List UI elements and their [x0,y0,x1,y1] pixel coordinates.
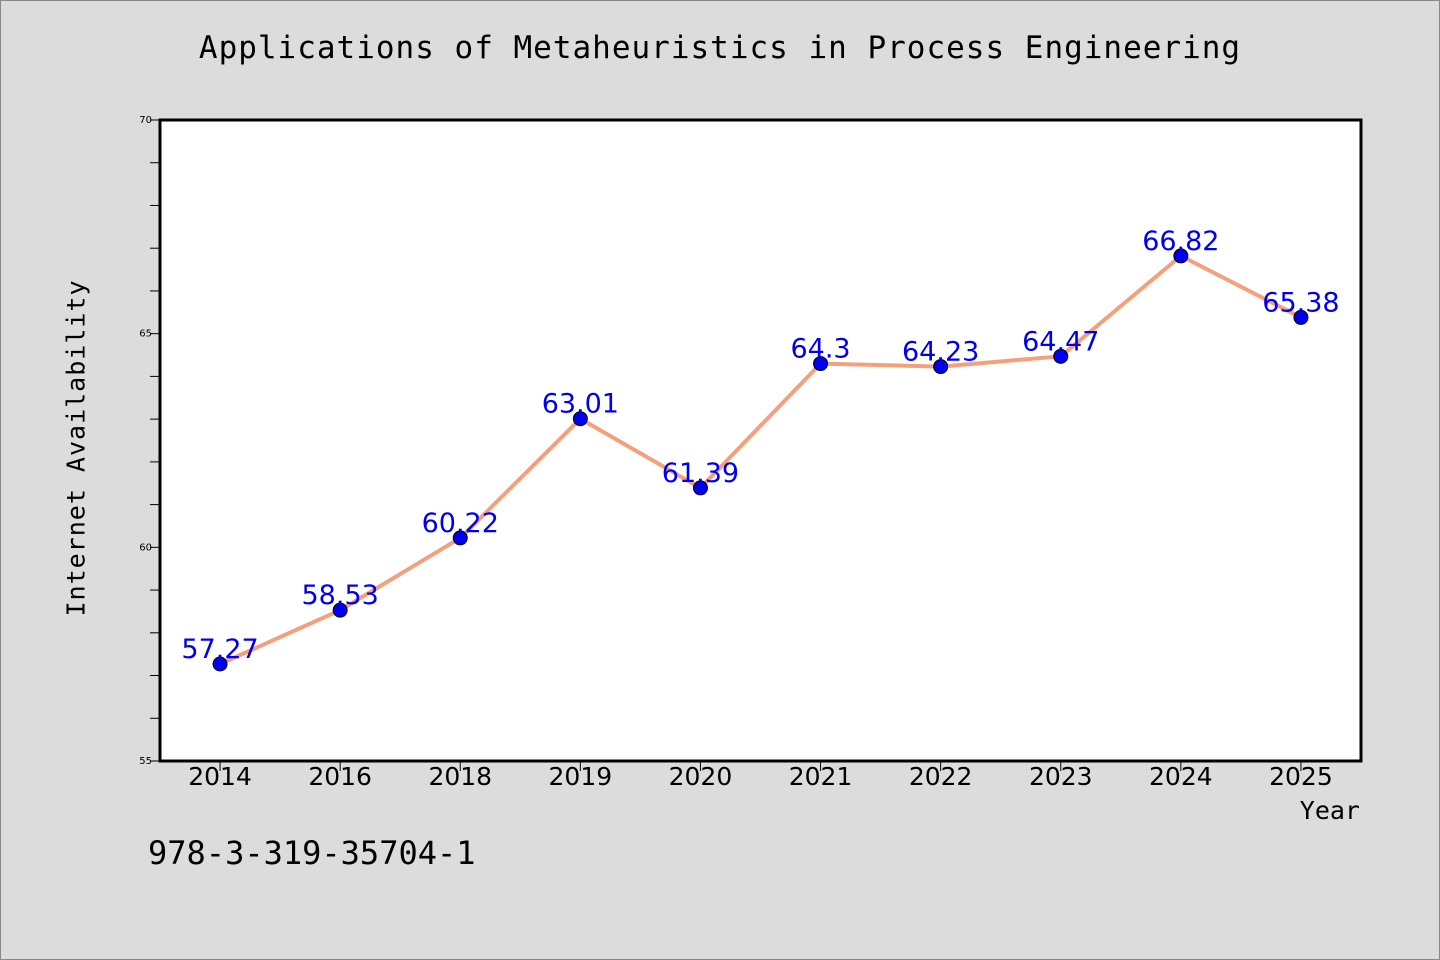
x-tick-label: 2021 [789,762,853,791]
data-label: 66.82 [1142,226,1219,257]
x-tick-label: 2020 [669,762,733,791]
chart-title: Applications of Metaheuristics in Proces… [198,30,1242,66]
series-lines [218,253,1303,666]
data-point [332,602,348,618]
data-point [572,411,588,427]
footer-code: 978-3-319-35704-1 [148,834,476,872]
series-data-labels: 57.27 58.53 60.22 63.01 61.39 64.3 64.23 64.47 6… [181,226,1339,665]
y-tick-label: 60 [139,542,152,553]
plot-area [160,120,1361,761]
y-tick-label: 65 [139,329,152,340]
series-markers [212,248,1309,672]
data-label: 61.39 [662,458,739,489]
data-label: 57.27 [181,634,258,665]
x-tick-label: 2025 [1269,762,1333,791]
x-tick-label: 2022 [909,762,973,791]
x-axis-label: Year [1299,796,1360,825]
data-point [1173,248,1189,264]
x-tick-label: 2023 [1029,762,1093,791]
data-label: 58.53 [302,580,379,611]
data-label: 60.22 [422,508,499,539]
y-tick-label: 70 [139,115,152,126]
y-tick-label: 55 [139,756,152,767]
data-label: 65.38 [1262,287,1339,318]
data-point [1293,309,1309,325]
plot-border [158,118,1363,763]
x-tick-label: 2019 [549,762,613,791]
data-point [933,359,949,375]
series-line [218,253,1303,666]
data-label: 64.3 [790,334,850,365]
data-point [692,480,708,496]
data-point [452,530,468,546]
x-tick-label: 2016 [308,762,372,791]
data-label: 63.01 [542,389,619,420]
data-point [1053,348,1069,364]
x-tick-label: 2014 [188,762,252,791]
x-tick-label: 2018 [428,762,492,791]
data-point [212,656,228,672]
x-axis-ticks: 2014 2016 2018 2019 2020 2021 2022 2023 2024 2025 [188,761,1333,791]
data-label: 64.47 [1022,326,1099,357]
data-point [813,356,829,372]
x-tick-label: 2024 [1149,762,1213,791]
data-label: 64.23 [902,337,979,368]
y-axis-ticks: 55 60 65 70 [139,115,160,767]
